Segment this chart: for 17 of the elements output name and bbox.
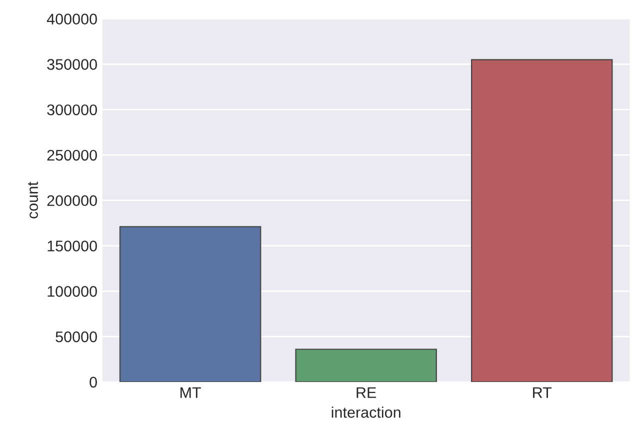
y-tick-label: 300000 xyxy=(47,104,97,116)
y-tick-label: 0 xyxy=(90,376,97,388)
x-tick-label: MT xyxy=(180,387,201,398)
y-tick-label: 50000 xyxy=(56,331,97,342)
y-axis-title: count xyxy=(28,182,38,218)
bar xyxy=(470,59,613,382)
y-tick-label: 200000 xyxy=(47,195,97,206)
y-tick-label: 400000 xyxy=(46,14,97,24)
x-axis-title: interaction xyxy=(332,406,400,418)
bar xyxy=(295,348,437,382)
bar xyxy=(119,226,262,382)
y-tick-label: 100000 xyxy=(48,286,97,297)
y-tick-label: 350000 xyxy=(47,59,97,70)
x-tick-label: RT xyxy=(533,387,552,398)
y-tick-label: 250000 xyxy=(47,150,97,161)
y-tick-label: 150000 xyxy=(48,240,97,252)
x-tick-label: RE xyxy=(356,387,376,398)
